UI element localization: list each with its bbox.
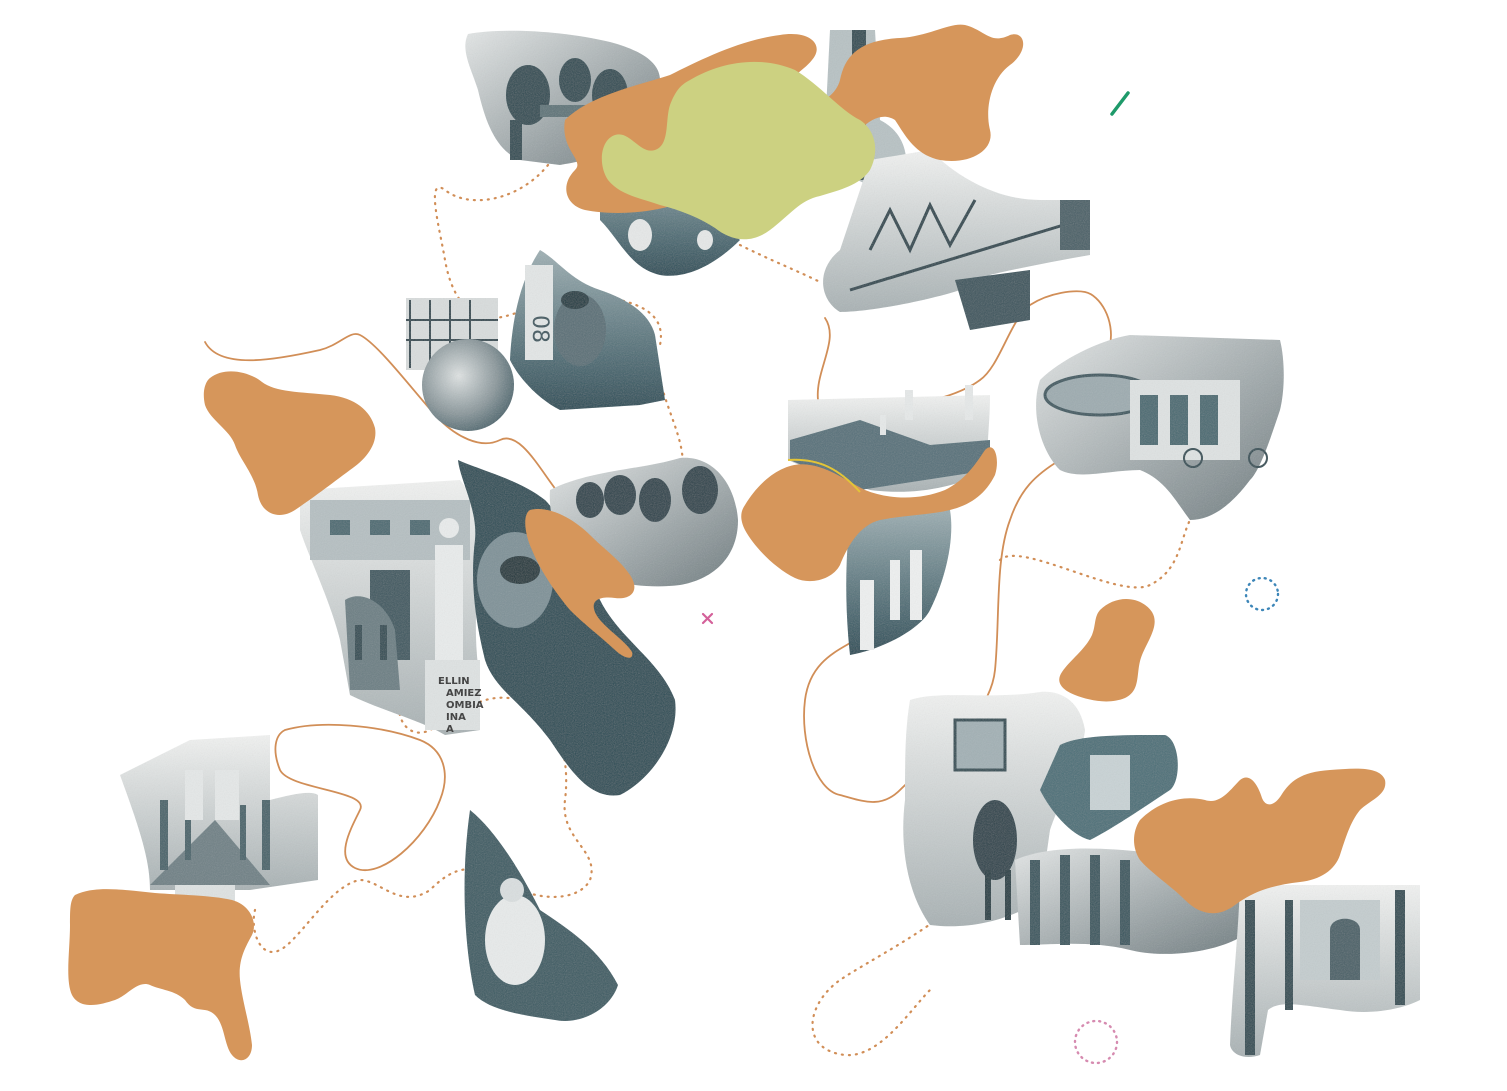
photo-tower-workers bbox=[406, 298, 514, 431]
ochre-blob-mid-left bbox=[525, 509, 635, 658]
dotted-route-top-right bbox=[738, 243, 822, 284]
photo-statue-plaza: ELLIN AMIEZ OMBIA INA A bbox=[300, 480, 490, 735]
photo-kiosk-street bbox=[1036, 335, 1284, 520]
plaque-line-3: OMBIA bbox=[446, 700, 484, 711]
photo-courtyard-corridor bbox=[1230, 885, 1420, 1057]
color-blobs bbox=[68, 24, 1386, 1061]
solid-route-left bbox=[204, 333, 561, 496]
photo-bridge-construction bbox=[823, 150, 1090, 330]
dotted-route-top-left bbox=[433, 163, 662, 347]
tower-sign-text: 08 bbox=[527, 315, 552, 343]
plaque-line-4: INA bbox=[446, 712, 466, 723]
photo-interior-doorway bbox=[1040, 735, 1178, 840]
ochre-blob-left bbox=[203, 371, 376, 515]
photo-seated-robed-man bbox=[464, 810, 618, 1021]
photo-monkey bbox=[458, 460, 676, 796]
ochre-blob-right bbox=[1059, 598, 1155, 702]
close-icon bbox=[701, 612, 714, 625]
ochre-blob-bottom-right bbox=[1134, 768, 1386, 914]
yellow-accent-line bbox=[787, 458, 861, 493]
slash-mark-icon bbox=[1110, 91, 1130, 116]
photo-city-skyline bbox=[846, 507, 952, 655]
dotted-ring-icon bbox=[1244, 576, 1280, 612]
photo-long-hallway bbox=[120, 735, 318, 915]
moon-photo bbox=[422, 339, 514, 431]
ochre-blob-center-right bbox=[741, 447, 997, 582]
accent-marks bbox=[701, 91, 1280, 1065]
lime-blob-top bbox=[601, 61, 876, 240]
solid-route-bottom-left bbox=[274, 723, 446, 871]
plaque-line-5: A bbox=[446, 724, 454, 735]
plaque-line-1: ELLIN bbox=[438, 676, 470, 687]
photo-rooftop-workers bbox=[788, 385, 990, 492]
dotted-ring-icon bbox=[1073, 1019, 1119, 1065]
monument-plaque: ELLIN AMIEZ OMBIA INA A bbox=[438, 676, 484, 735]
plaque-line-2: AMIEZ bbox=[446, 688, 482, 699]
photo-man-with-hat: 08 bbox=[510, 250, 665, 410]
dotted-route-bottom-left bbox=[252, 696, 593, 954]
ochre-blob-bottom-left bbox=[68, 889, 254, 1061]
dotted-route-bottom-right bbox=[811, 518, 1192, 1057]
